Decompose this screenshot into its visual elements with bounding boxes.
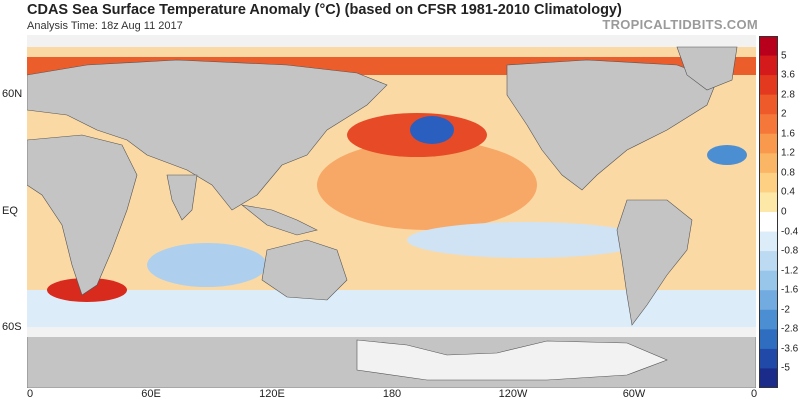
colorbar-segment xyxy=(759,212,778,233)
analysis-time: Analysis Time: 18z Aug 11 2017 xyxy=(27,20,183,32)
colorbar-segment xyxy=(759,309,778,330)
colorbar-segment xyxy=(759,55,778,76)
colorbar-segment xyxy=(759,114,778,135)
colorbar-tick-label: 3.6 xyxy=(781,69,795,81)
colorbar-tick-label: -1.6 xyxy=(781,284,799,296)
lon-label-180: 180 xyxy=(382,388,402,400)
lat-label-eq: EQ xyxy=(2,205,18,217)
colorbar-segment xyxy=(759,94,778,115)
colorbar-tick-label: -1.2 xyxy=(781,265,799,277)
colorbar-tick-label: 2 xyxy=(781,108,787,120)
sst-anomaly-map xyxy=(27,35,756,388)
colorbar-segment xyxy=(759,153,778,174)
colorbar-segment xyxy=(759,329,778,350)
lon-label-60w: 60W xyxy=(622,388,646,400)
colorbar-segment xyxy=(759,172,778,193)
lon-label-120w: 120W xyxy=(498,388,528,400)
equatorial-pacific-cool xyxy=(407,222,647,258)
colorbar-segment xyxy=(759,368,778,388)
colorbar-segment xyxy=(759,133,778,154)
colorbar-tick-label: 2.8 xyxy=(781,89,795,101)
colorbar-tick-label: -5 xyxy=(781,362,790,374)
colorbar-segment xyxy=(759,251,778,272)
land-masses xyxy=(27,35,756,388)
colorbar-tick-label: -2.8 xyxy=(781,323,799,335)
colorbar-tick-label: 0 xyxy=(781,206,787,218)
lon-label-120e: 120E xyxy=(259,388,285,400)
colorbar-tick-label: -3.6 xyxy=(781,343,799,355)
colorbar-segment xyxy=(759,75,778,96)
colorbar-segment xyxy=(759,36,778,57)
colorbar-tick-label: -2 xyxy=(781,304,790,316)
colorbar-tick-label: 5 xyxy=(781,50,787,62)
colorbar-segment xyxy=(759,192,778,213)
indian-ocean-cool xyxy=(147,243,267,287)
lon-label-0-left: 0 xyxy=(26,388,34,400)
colorbar-tick-label: 0.4 xyxy=(781,186,795,198)
lat-label-60s: 60S xyxy=(2,321,22,333)
colorbar-segment xyxy=(759,231,778,252)
colorbar-segment xyxy=(759,348,778,369)
colorbar-tick-label: 1.6 xyxy=(781,128,795,140)
colorbar-tick-label: -0.8 xyxy=(781,245,799,257)
site-credit: TROPICALTIDBITS.COM xyxy=(602,17,758,32)
pacific-warm-region xyxy=(317,140,537,230)
north-atlantic-cool xyxy=(707,145,747,165)
colorbar-segment xyxy=(759,270,778,291)
colorbar xyxy=(759,36,778,388)
lon-label-0-right: 0 xyxy=(750,388,758,400)
north-pacific-cold-blob xyxy=(410,116,454,144)
colorbar-tick-label: 1.2 xyxy=(781,147,795,159)
colorbar-border xyxy=(759,36,778,388)
chart-title: CDAS Sea Surface Temperature Anomaly (°C… xyxy=(27,2,622,18)
colorbar-tick-label: -0.4 xyxy=(781,226,799,238)
colorbar-tick-label: 0.8 xyxy=(781,167,795,179)
lon-label-60e: 60E xyxy=(141,388,161,400)
colorbar-segment xyxy=(759,290,778,311)
lat-label-60n: 60N xyxy=(2,88,23,100)
